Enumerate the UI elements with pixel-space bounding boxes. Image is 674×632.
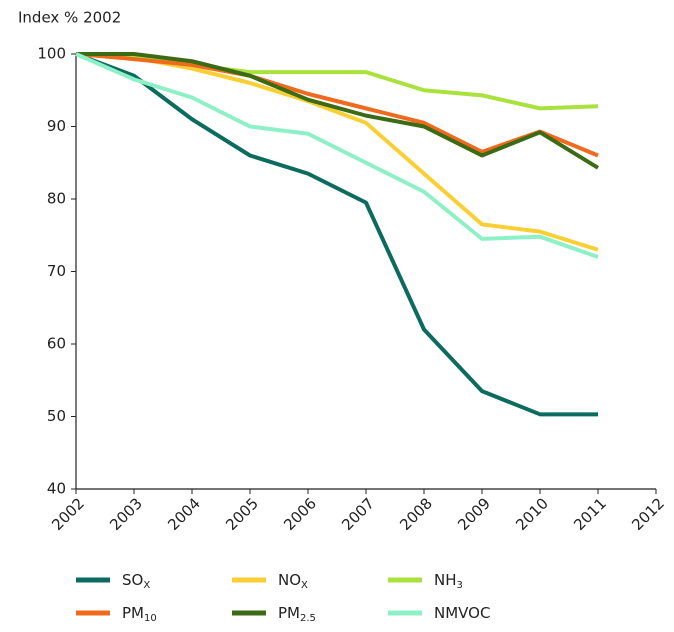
legend-label: NOX — [278, 571, 308, 592]
series-line — [76, 52, 600, 170]
legend-label: PM2.5 — [278, 604, 316, 625]
x-tick-label: 2010 — [512, 494, 552, 534]
y-tick-label: 90 — [47, 117, 66, 135]
x-tick-label: 2004 — [164, 494, 204, 534]
x-tick-label: 2006 — [280, 494, 320, 534]
legend-name: SO — [122, 571, 143, 589]
x-tick-label: 2005 — [222, 494, 262, 534]
y-tick-label: 60 — [47, 335, 66, 353]
series-line — [75, 52, 599, 259]
legend-label: NMVOC — [434, 604, 490, 622]
x-tick-label: 2007 — [338, 494, 378, 534]
x-tick-label: 2003 — [106, 494, 146, 534]
series-line — [75, 52, 598, 417]
y-tick-label: 100 — [37, 45, 66, 63]
legend-subscript: 2.5 — [300, 613, 316, 624]
x-tick-label: 2009 — [454, 494, 494, 534]
legend-subscript: 3 — [457, 580, 463, 591]
legend-name: PM — [122, 604, 144, 622]
legend-subscript: X — [301, 580, 308, 591]
series-line — [75, 52, 599, 252]
y-tick-label: 50 — [47, 407, 66, 425]
y-tick-label: 70 — [47, 262, 66, 280]
legend-name: NMVOC — [434, 604, 490, 622]
x-tick-label: 2011 — [570, 494, 610, 534]
x-tick-label: 2008 — [396, 494, 436, 534]
legend-label: SOX — [122, 571, 150, 592]
legend-label: PM10 — [122, 604, 157, 625]
legend-subscript: X — [143, 580, 150, 591]
x-tick-label: 2012 — [628, 494, 668, 534]
x-tick-label: 2002 — [48, 494, 88, 534]
legend-subscript: 10 — [144, 613, 157, 624]
legend-name: NO — [278, 571, 301, 589]
legend-name: NH — [434, 571, 457, 589]
y-tick-label: 40 — [47, 480, 66, 498]
legend-label: NH3 — [434, 571, 463, 592]
series-line — [75, 52, 599, 158]
y-axis-label: Index % 2002 — [18, 9, 121, 27]
legend-name: PM — [278, 604, 300, 622]
y-tick-label: 80 — [47, 190, 66, 208]
